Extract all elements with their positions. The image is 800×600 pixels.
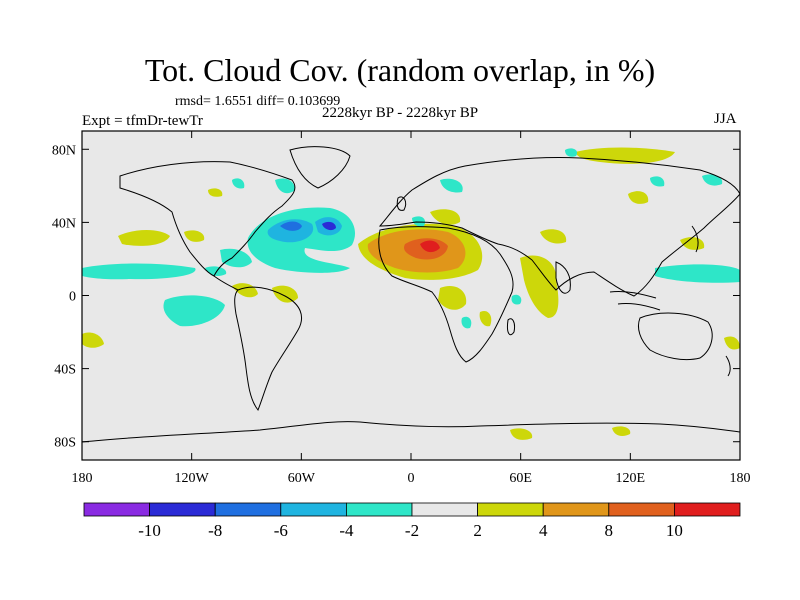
- anomaly-blob: [511, 294, 522, 305]
- eurasia-outline: [378, 156, 740, 297]
- colorbar-label: 8: [605, 521, 614, 540]
- anomaly-fields: [82, 147, 740, 440]
- colorbar-labels: -10 -8 -6 -4 -2 2 4 8 10: [138, 521, 683, 540]
- anomaly-blob: [702, 174, 723, 186]
- colorbar-swatch: [674, 502, 741, 517]
- x-tick-label: 60E: [509, 471, 532, 486]
- anomaly-blob: [612, 426, 631, 436]
- anomaly-blob: [479, 310, 492, 327]
- x-tick-label: 60W: [288, 471, 316, 486]
- central-america-outline: [213, 275, 239, 291]
- experiment-label: Expt = tfmDr-tewTr: [82, 113, 203, 129]
- anomaly-blob: [118, 230, 170, 246]
- y-tick-label: 80S: [54, 436, 76, 451]
- x-tick-label: 180: [730, 471, 751, 486]
- greenland-outline: [289, 146, 351, 189]
- anomaly-blob: [322, 221, 336, 231]
- y-tick-label: 40S: [54, 363, 76, 378]
- colorbar-swatch: [477, 502, 544, 517]
- new-zealand-outline: [725, 355, 731, 377]
- antarctica-outline: [82, 421, 740, 443]
- season-label: JJA: [714, 111, 737, 127]
- anomaly-blob: [275, 178, 295, 194]
- anomaly-blob: [540, 229, 567, 244]
- stats-text: rmsd= 1.6551 diff= 0.103699: [175, 94, 341, 109]
- australia-outline: [637, 312, 713, 361]
- anomaly-blob: [520, 255, 559, 318]
- axis-ticks: [81, 131, 741, 460]
- x-tick-label: 180: [72, 471, 93, 486]
- colorbar-label: 10: [666, 521, 683, 540]
- anomaly-blob: [82, 332, 104, 348]
- colorbar-label: -8: [208, 521, 222, 540]
- y-tick-label: 40N: [52, 216, 76, 231]
- anomaly-blob: [438, 285, 467, 310]
- anomaly-blob: [655, 264, 740, 283]
- north-america-outline: [119, 161, 296, 277]
- colorbar-swatch: [608, 502, 675, 517]
- colorbar-swatch: [214, 502, 282, 517]
- colorbar-swatch: [149, 502, 216, 517]
- anomaly-blob: [440, 178, 463, 193]
- colorbar-label: 4: [539, 521, 548, 540]
- madagascar-outline: [507, 318, 515, 336]
- anomaly-blob: [272, 285, 298, 303]
- colorbar: [83, 502, 741, 517]
- anomaly-blob: [82, 263, 196, 280]
- x-tick-label: 0: [408, 471, 415, 486]
- uk-outline: [396, 196, 407, 211]
- colorbar-swatch: [411, 502, 478, 517]
- anomaly-blob: [232, 178, 245, 189]
- x-tick-label: 120E: [616, 471, 646, 486]
- africa-outline: [378, 226, 514, 363]
- anomaly-blob: [565, 148, 578, 157]
- anomaly-blob: [280, 221, 302, 231]
- india-outline: [555, 261, 571, 294]
- y-tick-label: 0: [69, 290, 76, 305]
- coastlines: [82, 146, 740, 443]
- anomaly-blob: [208, 188, 223, 197]
- anomaly-blob: [724, 336, 740, 350]
- y-tick-label: 80N: [52, 143, 76, 158]
- anomaly-blob: [430, 209, 461, 225]
- anomaly-blob: [412, 216, 426, 227]
- colorbar-label: -10: [138, 521, 161, 540]
- anomaly-blob: [220, 248, 252, 268]
- japan-outline: [691, 225, 699, 253]
- anomaly-blob: [461, 316, 472, 329]
- anomaly-blob: [650, 176, 665, 187]
- colorbar-label: 2: [473, 521, 482, 540]
- anomaly-blob: [184, 230, 205, 242]
- anomaly-blob: [163, 295, 225, 327]
- chart-title: Tot. Cloud Cov. (random overlap, in %): [144, 52, 656, 88]
- colorbar-label: -6: [274, 521, 288, 540]
- colorbar-label: -2: [405, 521, 419, 540]
- colorbar-swatch: [345, 502, 413, 517]
- colorbar-label: -4: [339, 521, 354, 540]
- anomaly-blob: [628, 191, 649, 204]
- anomaly-blob: [510, 428, 533, 440]
- period-label: 2228kyr BP - 2228kyr BP: [322, 105, 479, 121]
- colorbar-swatch: [83, 502, 150, 517]
- anomaly-blob: [575, 147, 675, 164]
- south-america-outline: [234, 286, 302, 411]
- anomaly-blob: [420, 240, 440, 253]
- colorbar-swatch: [280, 502, 347, 517]
- axis-tick-labels: 180 120W 60W 0 60E 120E 180 80N 40N 0 40S 80S: [52, 143, 751, 486]
- indonesia-outline: [609, 291, 661, 311]
- x-tick-label: 120W: [175, 471, 210, 486]
- anomaly-blob: [267, 219, 314, 243]
- map-background: [82, 131, 740, 460]
- colorbar-swatch: [542, 502, 610, 517]
